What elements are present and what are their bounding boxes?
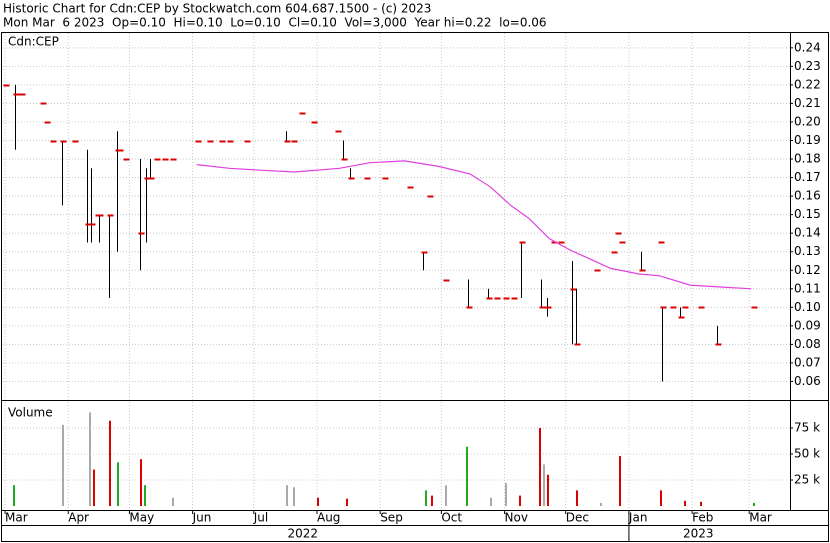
volume-bar	[684, 500, 686, 506]
volume-bar	[519, 495, 521, 506]
y-tick-label: 0.22	[794, 77, 821, 91]
y-tick-label: 0.10	[794, 300, 821, 314]
x-tick-label: Oct	[441, 511, 462, 525]
x-tick-label: Mar	[749, 511, 772, 525]
volume-bar	[600, 502, 602, 506]
volume-bar	[89, 412, 91, 506]
volume-bar	[576, 490, 578, 506]
volume-bar	[753, 502, 755, 506]
symbol-label: Cdn:CEP	[8, 35, 59, 49]
chart-subtitle: Mon Mar 6 2023 Op=0.10 Hi=0.10 Lo=0.10 C…	[3, 16, 547, 30]
x-tick-label: May	[129, 511, 154, 525]
x-tick-label: Sep	[380, 511, 403, 525]
y-tick-label: 0.12	[794, 263, 821, 277]
volume-bar	[700, 501, 702, 506]
volume-bar	[445, 485, 447, 506]
y-tick-label: 0.09	[794, 318, 821, 332]
volume-bar	[660, 490, 662, 506]
volume-bar	[466, 446, 468, 506]
volume-bar	[346, 498, 348, 506]
y-tick-label: 0.23	[794, 59, 821, 73]
x-tick-label: Nov	[505, 511, 528, 525]
chart-frame	[1, 32, 829, 542]
volume-bar	[93, 469, 95, 506]
volume-bar	[431, 495, 433, 506]
x-tick-label: Jun	[192, 511, 212, 525]
y-tick-label: 0.15	[794, 207, 821, 221]
chart-title: Historic Chart for Cdn:CEP by Stockwatch…	[3, 2, 431, 16]
y-tick-label: 0.06	[794, 374, 821, 388]
volume-bar	[62, 424, 64, 506]
volume-label: Volume	[8, 406, 53, 420]
volume-bar	[505, 483, 507, 506]
x-tick-label: Aug	[317, 511, 340, 525]
y-tick-label: 0.24	[794, 40, 821, 54]
x-tick-label: Dec	[566, 511, 589, 525]
year-label: 2022	[287, 527, 318, 541]
y-tick-label: 50 k	[794, 447, 820, 461]
x-tick-label: Jan	[628, 511, 648, 525]
moving-average	[196, 160, 752, 290]
volume-bar	[13, 485, 15, 506]
y-tick-label: 0.11	[794, 281, 821, 295]
y-tick-label: 0.16	[794, 189, 821, 203]
volume-bar	[490, 497, 492, 506]
volume-bar	[539, 428, 541, 506]
y-tick-label: 0.19	[794, 133, 821, 147]
y-tick-label: 0.07	[794, 355, 821, 369]
volume-bar	[425, 490, 427, 506]
volume-bar	[293, 487, 295, 506]
x-tick-label: Mar	[5, 511, 28, 525]
volume-bar	[109, 420, 111, 506]
y-tick-label: 0.08	[794, 337, 821, 351]
y-tick-label: 0.13	[794, 244, 821, 258]
x-tick-label: Feb	[692, 511, 713, 525]
volume-bar	[619, 456, 621, 506]
y-tick-label: 75 k	[794, 421, 820, 435]
y-tick-label: 0.18	[794, 152, 821, 166]
y-tick-label: 25 k	[794, 473, 820, 487]
volume-bar	[317, 497, 319, 506]
x-tick-label: Jul	[253, 511, 268, 525]
volume-bar	[286, 485, 288, 506]
y-tick-label: 0.21	[794, 96, 821, 110]
volume-bar	[144, 485, 146, 506]
volume-bar	[543, 464, 545, 506]
y-tick-label: 0.17	[794, 170, 821, 184]
volume-bar	[140, 459, 142, 506]
volume-bar	[172, 497, 174, 506]
y-tick-label: 0.14	[794, 226, 821, 240]
volume-bar	[117, 462, 119, 506]
year-label: 2023	[683, 527, 714, 541]
y-tick-label: 0.20	[794, 114, 821, 128]
x-tick-label: Apr	[68, 511, 89, 525]
volume-bar	[547, 474, 549, 506]
